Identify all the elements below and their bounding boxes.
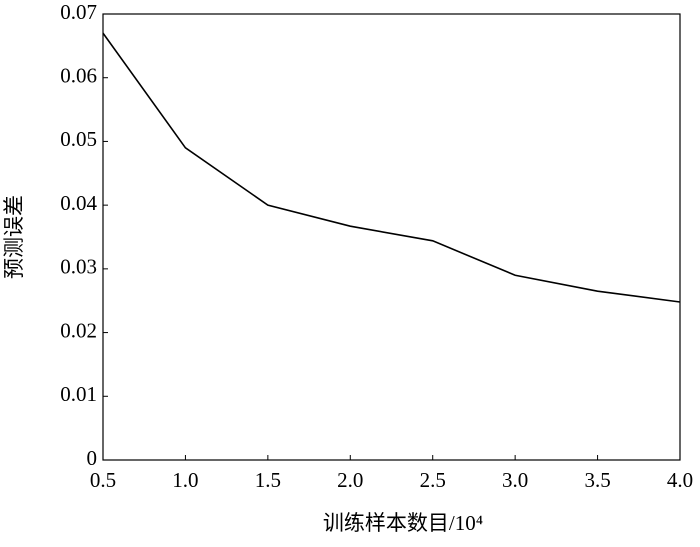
y-tick-label: 0 <box>87 446 98 470</box>
y-tick-label: 0.05 <box>60 127 97 151</box>
y-tick-label: 0.01 <box>60 382 97 406</box>
line <box>102 32 681 303</box>
y-tick-label: 0.03 <box>60 255 97 279</box>
x-tick-label: 3.0 <box>502 468 528 492</box>
plot-frame <box>102 13 681 461</box>
y-tick-label: 0.07 <box>60 0 97 24</box>
y-tick-label: 0.06 <box>60 64 97 88</box>
x-tick-label: 2.5 <box>420 468 446 492</box>
x-tick-label: 4.0 <box>667 468 693 492</box>
y-tick-label: 0.02 <box>60 318 97 342</box>
x-tick-label: 0.5 <box>90 468 116 492</box>
x-tick-label: 1.0 <box>172 468 198 492</box>
y-axis-label: 预测误差 <box>2 195 26 279</box>
x-tick-label: 3.5 <box>584 468 610 492</box>
x-axis-label: 训练样本数目/10⁴ <box>323 511 483 535</box>
x-tick-label: 1.5 <box>255 468 281 492</box>
y-tick-label: 0.04 <box>60 191 97 215</box>
x-tick-label: 2.0 <box>337 468 363 492</box>
